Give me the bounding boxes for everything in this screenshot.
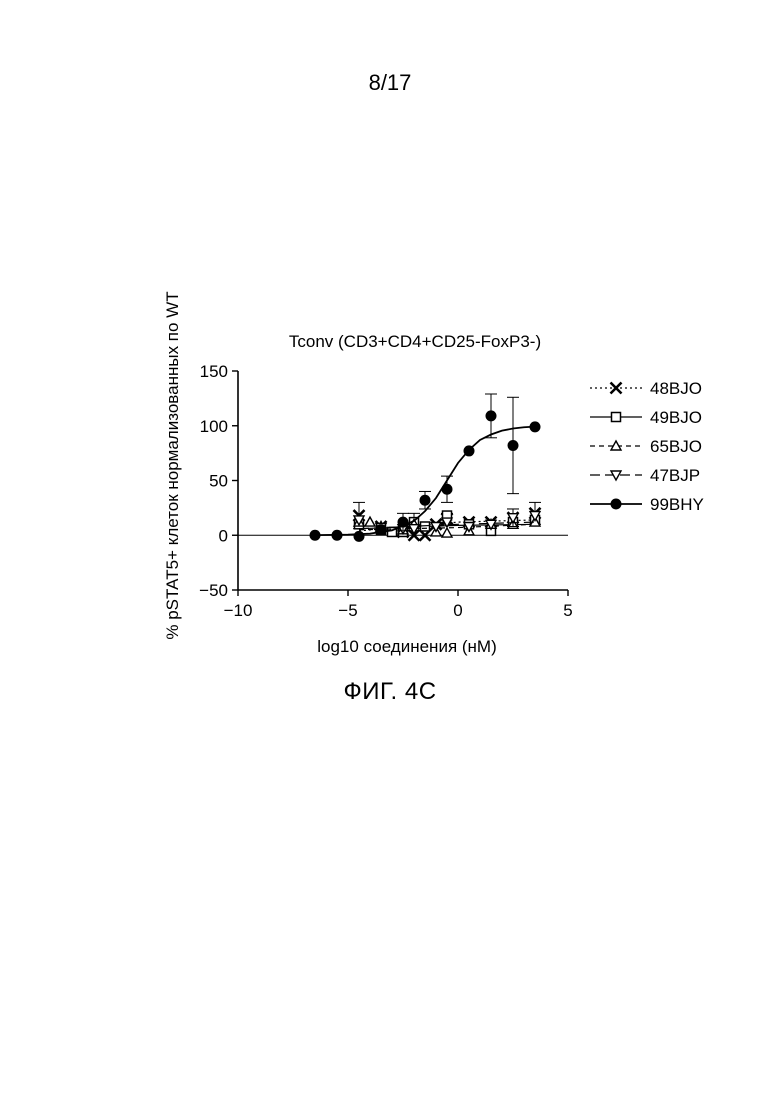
y-tick-label: 50 [209,472,228,491]
legend-item: 47BJP [590,466,700,485]
x-tick-label: 0 [453,601,462,620]
x-tick-label: −10 [224,601,253,620]
data-point [442,528,452,537]
y-tick-label: 150 [200,362,228,381]
figure-caption: ФИГ. 4C [0,678,780,706]
legend-label: 49BJO [650,408,702,427]
data-point [310,530,321,541]
legend-item: 49BJO [590,408,702,427]
legend-item: 65BJO [590,437,702,456]
y-axis-label: % pSTAT5+ клеток нормализованных по WT [163,291,182,639]
data-point [464,445,475,456]
legend-label: 47BJP [650,466,700,485]
data-point [376,524,387,535]
data-point [398,517,409,528]
series-99BHY [310,394,541,542]
data-point [442,484,453,495]
legend: 48BJO 49BJO 65BJO 47BJP 99BHY [590,379,704,514]
legend-marker [611,383,622,394]
plot-area [310,394,542,542]
fit-curve [315,427,535,536]
legend-label: 48BJO [650,379,702,398]
legend-marker [612,413,621,422]
x-tick-label: 5 [563,601,572,620]
legend-marker [611,499,622,510]
legend-label: 65BJO [650,437,702,456]
chart-title: Tconv (CD3+CD4+CD25-FoxP3-) [289,332,541,351]
legend-item: 99BHY [590,495,704,514]
data-point [332,530,343,541]
y-tick-label: 0 [219,526,228,545]
data-point [486,410,497,421]
y-tick-label: −50 [199,581,228,600]
legend-label: 99BHY [650,495,704,514]
y-tick-label: 100 [200,417,228,436]
axes: 150100500−50−10−505 [199,362,573,620]
x-tick-label: −5 [338,601,357,620]
data-point [420,495,431,506]
data-point [508,440,519,451]
legend-item: 48BJO [590,379,702,398]
x-axis-label: log10 соединения (нМ) [317,637,497,656]
data-point [530,421,541,432]
data-point [365,517,375,526]
data-point [354,531,365,542]
